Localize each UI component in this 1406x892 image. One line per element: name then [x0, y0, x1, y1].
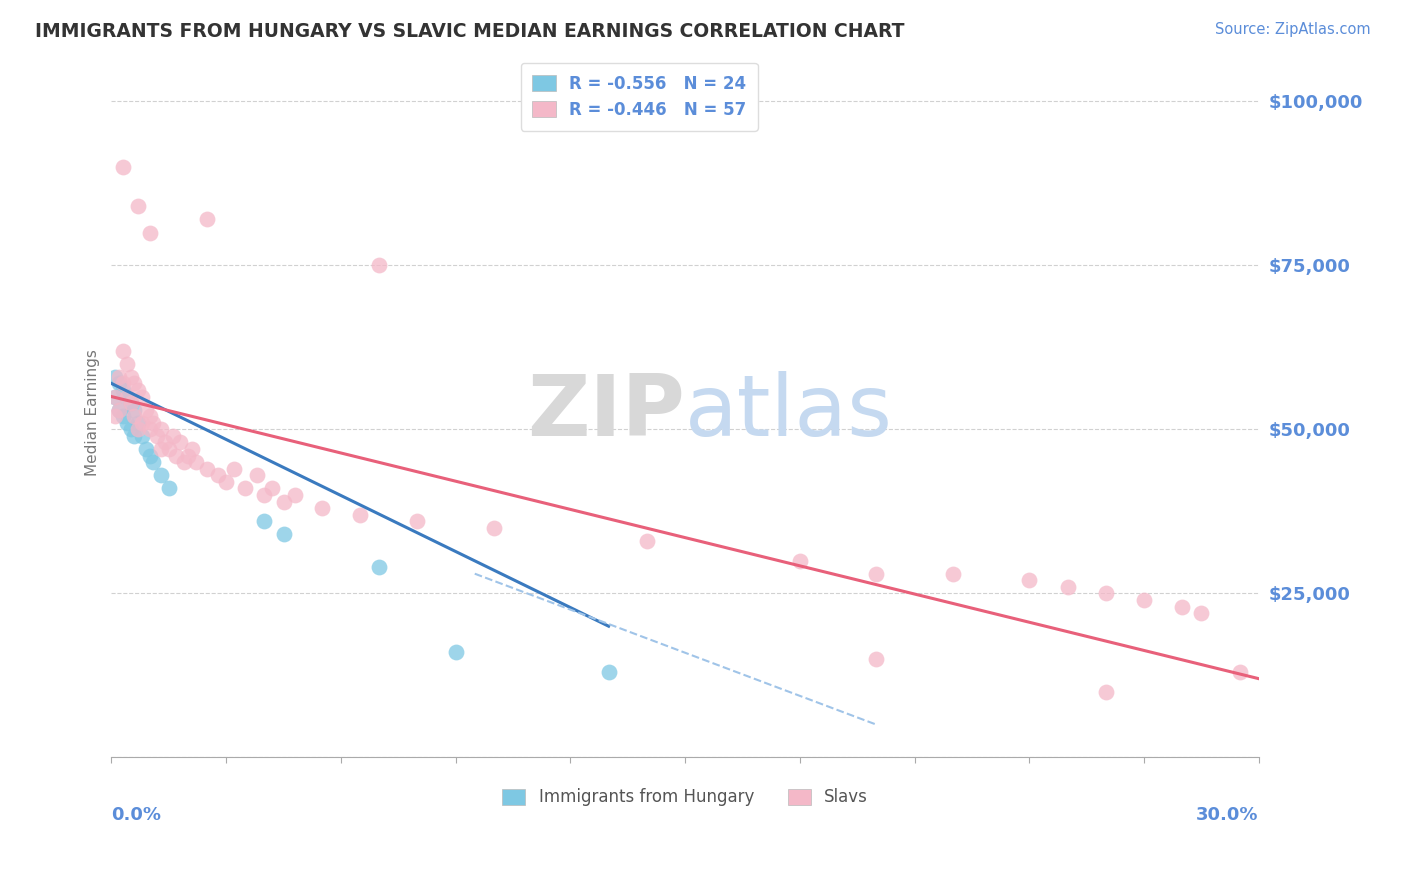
- Point: [120, 396, 142, 410]
- Point: [233, 482, 256, 496]
- Point: [246, 468, 269, 483]
- Point: [104, 390, 127, 404]
- Point: [222, 461, 245, 475]
- Point: [169, 435, 191, 450]
- Text: 0.0%: 0.0%: [111, 805, 162, 823]
- Point: [173, 455, 195, 469]
- Point: [406, 514, 429, 528]
- Point: [157, 442, 180, 456]
- Point: [138, 422, 160, 436]
- Point: [215, 475, 238, 489]
- Point: [444, 645, 467, 659]
- Point: [482, 521, 505, 535]
- Point: [636, 533, 658, 548]
- Point: [111, 409, 134, 424]
- Point: [1056, 580, 1078, 594]
- Point: [184, 455, 207, 469]
- Point: [1229, 665, 1251, 679]
- Point: [165, 449, 187, 463]
- Point: [104, 409, 127, 424]
- Point: [1133, 593, 1156, 607]
- Point: [284, 488, 307, 502]
- Point: [104, 370, 127, 384]
- Point: [138, 449, 160, 463]
- Legend: Immigrants from Hungary, Slavs: Immigrants from Hungary, Slavs: [491, 777, 880, 818]
- Point: [138, 226, 160, 240]
- Text: IMMIGRANTS FROM HUNGARY VS SLAVIC MEDIAN EARNINGS CORRELATION CHART: IMMIGRANTS FROM HUNGARY VS SLAVIC MEDIAN…: [35, 22, 904, 41]
- Point: [115, 357, 138, 371]
- Point: [111, 376, 134, 391]
- Point: [120, 422, 142, 436]
- Text: ZIP: ZIP: [527, 371, 685, 454]
- Point: [150, 442, 173, 456]
- Point: [124, 409, 146, 424]
- Point: [142, 416, 165, 430]
- Point: [120, 370, 142, 384]
- Point: [131, 429, 153, 443]
- Point: [115, 416, 138, 430]
- Point: [150, 468, 173, 483]
- Point: [131, 390, 153, 404]
- Point: [104, 390, 127, 404]
- Point: [150, 422, 173, 436]
- Point: [138, 409, 160, 424]
- Point: [162, 429, 184, 443]
- Point: [177, 449, 200, 463]
- Point: [942, 566, 965, 581]
- Point: [1094, 685, 1116, 699]
- Point: [124, 429, 146, 443]
- Point: [311, 501, 333, 516]
- Point: [273, 494, 295, 508]
- Point: [111, 383, 134, 397]
- Point: [146, 429, 169, 443]
- Point: [120, 396, 142, 410]
- Point: [368, 258, 391, 272]
- Point: [108, 402, 131, 417]
- Point: [108, 370, 131, 384]
- Point: [349, 508, 371, 522]
- Point: [789, 553, 811, 567]
- Point: [135, 442, 157, 456]
- Point: [127, 416, 149, 430]
- Point: [111, 160, 134, 174]
- Point: [195, 212, 218, 227]
- Point: [195, 461, 218, 475]
- Point: [273, 527, 295, 541]
- Point: [142, 455, 165, 469]
- Text: Source: ZipAtlas.com: Source: ZipAtlas.com: [1215, 22, 1371, 37]
- Point: [1171, 599, 1194, 614]
- Text: atlas: atlas: [685, 371, 893, 454]
- Y-axis label: Median Earnings: Median Earnings: [86, 350, 100, 476]
- Point: [115, 390, 138, 404]
- Point: [115, 390, 138, 404]
- Point: [1018, 574, 1040, 588]
- Point: [153, 435, 176, 450]
- Point: [260, 482, 283, 496]
- Point: [598, 665, 620, 679]
- Point: [253, 514, 276, 528]
- Point: [1189, 606, 1212, 620]
- Point: [865, 566, 887, 581]
- Point: [108, 402, 131, 417]
- Point: [157, 482, 180, 496]
- Point: [253, 488, 276, 502]
- Point: [124, 402, 146, 417]
- Point: [207, 468, 229, 483]
- Point: [368, 560, 391, 574]
- Point: [111, 343, 134, 358]
- Point: [1094, 586, 1116, 600]
- Text: 30.0%: 30.0%: [1197, 805, 1258, 823]
- Point: [131, 416, 153, 430]
- Point: [127, 383, 149, 397]
- Point: [108, 376, 131, 391]
- Point: [180, 442, 202, 456]
- Point: [865, 652, 887, 666]
- Point: [127, 199, 149, 213]
- Point: [127, 422, 149, 436]
- Point: [135, 402, 157, 417]
- Point: [124, 376, 146, 391]
